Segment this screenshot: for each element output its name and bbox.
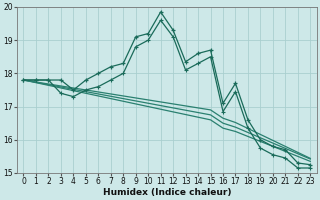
X-axis label: Humidex (Indice chaleur): Humidex (Indice chaleur) — [103, 188, 231, 197]
